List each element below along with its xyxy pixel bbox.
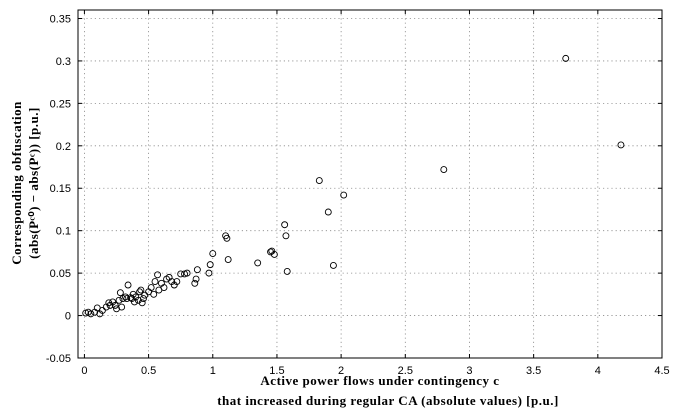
x-tick-label: 4	[595, 365, 601, 377]
data-point	[282, 232, 290, 240]
data-point	[150, 290, 158, 298]
x-tick-label: 3	[466, 365, 472, 377]
data-point	[160, 284, 168, 292]
data-point	[136, 288, 144, 296]
y-tick-label: 0.15	[50, 183, 71, 195]
data-point	[223, 234, 231, 242]
data-point	[329, 262, 337, 269]
data-point	[205, 269, 213, 277]
data-point	[281, 221, 289, 229]
data-point	[173, 278, 181, 286]
data-point	[191, 279, 199, 287]
data-point	[154, 271, 162, 279]
data-point	[111, 301, 119, 309]
data-point	[315, 177, 323, 185]
data-point	[206, 261, 214, 269]
y-tick-label: 0.3	[56, 56, 71, 68]
data-points	[82, 54, 625, 318]
data-point	[116, 289, 124, 297]
data-point	[115, 296, 123, 304]
x-tick-label: 0.5	[141, 365, 156, 377]
y-tick-label: 0.1	[56, 226, 71, 238]
data-point	[440, 166, 448, 174]
data-point	[122, 293, 129, 301]
x-tick-label: 3.5	[526, 365, 541, 377]
data-point	[140, 295, 147, 303]
data-point	[617, 141, 625, 149]
x-axis-label-line-2: that increased during regular CA (absolu…	[217, 393, 559, 408]
data-point	[141, 291, 149, 299]
data-point	[87, 310, 95, 318]
y-tick-label: 0.2	[56, 141, 71, 153]
data-point	[124, 281, 132, 289]
data-point	[123, 295, 131, 303]
grid	[78, 10, 663, 359]
ticks: 0 0.5 1 1.5 2 2.5 3 3.5 4 4.5 -0.05 0 0.05 0.1 0.15 0.2…	[46, 10, 670, 377]
data-point	[192, 275, 200, 283]
data-point	[224, 256, 232, 263]
data-point	[131, 298, 138, 306]
data-point	[183, 269, 191, 277]
x-tick-label: 1.5	[269, 365, 284, 377]
data-point	[270, 250, 278, 258]
y-tick-label: 0	[65, 311, 71, 323]
x-tick-label: 2.5	[398, 365, 413, 377]
data-point	[562, 54, 570, 62]
plot-frame	[77, 9, 663, 359]
x-tick-label: 0	[81, 365, 87, 377]
y-axis-label-line-2: (abs(Pᶜ⁰) − abs(Pᶜ)) [p.u.]	[26, 107, 41, 259]
data-point	[151, 278, 159, 286]
data-point	[209, 250, 217, 258]
data-point	[340, 191, 348, 199]
y-tick-label: -0.05	[46, 353, 71, 365]
data-point	[138, 299, 146, 307]
x-tick-label: 2	[338, 365, 344, 377]
y-tick-label: 0.05	[50, 268, 71, 280]
data-point	[147, 284, 155, 292]
x-tick-label: 4.5	[654, 365, 669, 377]
data-point	[283, 267, 291, 275]
data-point	[324, 208, 332, 216]
data-point	[118, 303, 126, 311]
x-tick-label: 1	[210, 365, 216, 377]
data-point	[137, 286, 145, 294]
data-point	[98, 307, 106, 314]
data-point	[177, 270, 185, 278]
data-point	[254, 259, 262, 267]
data-point	[193, 266, 201, 274]
y-tick-label: 0.25	[50, 98, 71, 110]
x-axis-label-line-1: Active power flows under contingency c	[260, 373, 499, 388]
y-axis-label-line-1: Corresponding obfuscation	[9, 101, 24, 265]
y-tick-label: 0.35	[50, 13, 71, 25]
